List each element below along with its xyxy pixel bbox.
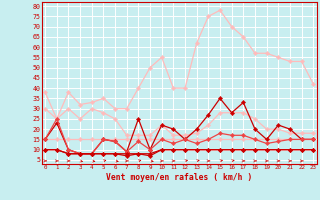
X-axis label: Vent moyen/en rafales ( km/h ): Vent moyen/en rafales ( km/h ) <box>106 173 252 182</box>
